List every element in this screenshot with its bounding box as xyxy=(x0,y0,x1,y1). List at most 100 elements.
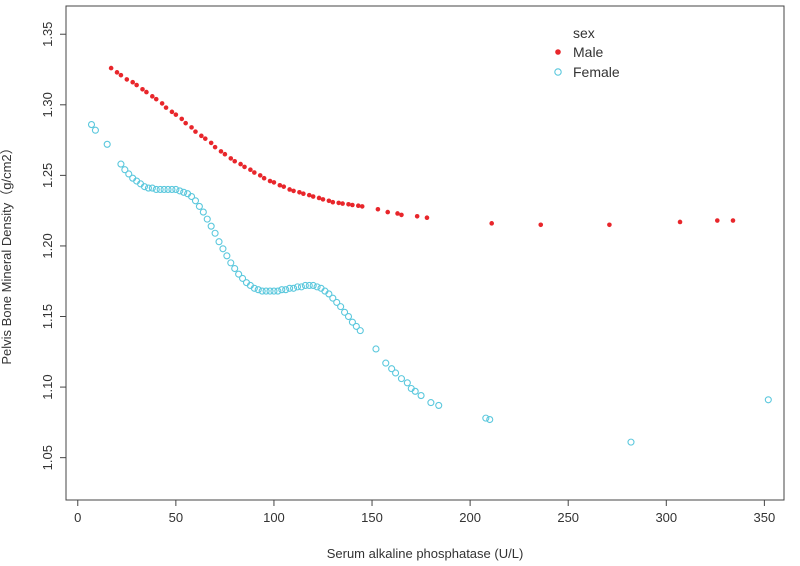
male-point xyxy=(326,198,332,204)
y-tick-label: 1.25 xyxy=(40,163,55,188)
male-point xyxy=(248,167,253,173)
female-point xyxy=(411,387,419,395)
male-point xyxy=(320,197,326,202)
male-point xyxy=(730,218,736,223)
female-point xyxy=(199,208,207,216)
legend-female-label: Female xyxy=(573,64,620,80)
male-point xyxy=(252,170,257,175)
x-axis-label: Serum alkaline phosphatase (U/L) xyxy=(327,546,524,561)
male-point xyxy=(340,201,345,206)
legend-male-label: Male xyxy=(573,44,604,60)
male-point xyxy=(140,86,145,92)
male-point xyxy=(538,222,544,228)
female-point xyxy=(258,287,266,295)
female-point xyxy=(482,414,490,422)
male-point xyxy=(193,129,198,134)
female-point xyxy=(435,401,443,409)
male-point xyxy=(189,125,194,130)
female-point xyxy=(348,318,356,326)
x-tick-label: 100 xyxy=(263,510,285,525)
male-point xyxy=(183,120,188,126)
y-tick-label: 1.30 xyxy=(40,92,55,117)
female-point xyxy=(164,185,172,194)
female-point xyxy=(168,185,176,194)
male-point xyxy=(399,212,404,218)
male-point xyxy=(108,65,114,71)
male-point xyxy=(179,116,185,122)
x-axis-ticks: 0 50 100 150 200 250 300 350 xyxy=(74,500,775,525)
male-point xyxy=(261,175,267,181)
female-point xyxy=(160,185,168,194)
male-point xyxy=(330,199,336,205)
male-point xyxy=(242,164,247,170)
legend: sex Male Female xyxy=(554,25,620,80)
female-point xyxy=(231,264,239,273)
female-point xyxy=(180,188,188,196)
x-tick-label: 150 xyxy=(361,510,383,525)
female-point xyxy=(266,287,274,295)
male-point xyxy=(291,188,296,194)
female-point xyxy=(223,252,231,260)
female-point xyxy=(207,222,215,230)
male-point xyxy=(287,187,292,192)
female-point xyxy=(301,281,309,290)
female-point xyxy=(203,215,211,223)
y-tick-label: 1.20 xyxy=(40,233,55,258)
male-point xyxy=(218,149,224,154)
male-point xyxy=(124,77,130,82)
male-point xyxy=(607,222,612,228)
x-tick-label: 300 xyxy=(655,510,677,525)
female-point xyxy=(356,327,364,335)
male-point xyxy=(356,203,361,209)
female-point xyxy=(297,283,305,291)
male-point xyxy=(395,211,400,216)
male-point xyxy=(301,191,306,197)
female-point xyxy=(148,184,156,192)
male-point xyxy=(306,192,312,198)
male-point xyxy=(159,101,165,106)
male-point xyxy=(375,206,381,212)
female-point xyxy=(764,396,772,404)
female-point xyxy=(262,287,270,295)
x-tick-label: 50 xyxy=(169,510,183,525)
male-point xyxy=(199,133,204,139)
male-point xyxy=(114,70,120,75)
y-tick-label: 1.15 xyxy=(40,304,55,329)
axes xyxy=(65,5,785,501)
male-point xyxy=(310,194,316,199)
female-point xyxy=(140,183,149,191)
x-tick-label: 200 xyxy=(459,510,481,525)
female-point xyxy=(195,202,203,210)
female-series xyxy=(87,121,772,446)
legend-male-marker xyxy=(555,49,561,55)
male-point xyxy=(118,72,124,78)
female-point xyxy=(397,375,406,383)
female-point xyxy=(219,245,227,253)
male-series xyxy=(108,65,736,228)
female-point xyxy=(235,270,243,278)
female-point xyxy=(227,259,235,267)
male-point xyxy=(163,105,169,110)
female-point xyxy=(388,365,396,373)
female-point xyxy=(282,286,290,294)
female-point xyxy=(121,166,129,174)
male-point xyxy=(346,202,351,207)
y-tick-label: 1.10 xyxy=(40,374,55,399)
legend-female-marker xyxy=(554,68,562,76)
male-point xyxy=(277,182,283,188)
male-point xyxy=(130,79,135,85)
male-point xyxy=(238,161,243,167)
female-point xyxy=(191,197,200,205)
male-point xyxy=(222,151,228,157)
female-point xyxy=(152,185,160,194)
female-point xyxy=(341,308,349,316)
male-point xyxy=(169,109,175,115)
female-point xyxy=(293,283,302,291)
x-tick-label: 250 xyxy=(557,510,579,525)
male-point xyxy=(144,89,149,95)
female-point xyxy=(337,303,345,311)
x-tick-label: 350 xyxy=(754,510,776,525)
male-point xyxy=(350,202,355,208)
female-point xyxy=(188,192,196,201)
